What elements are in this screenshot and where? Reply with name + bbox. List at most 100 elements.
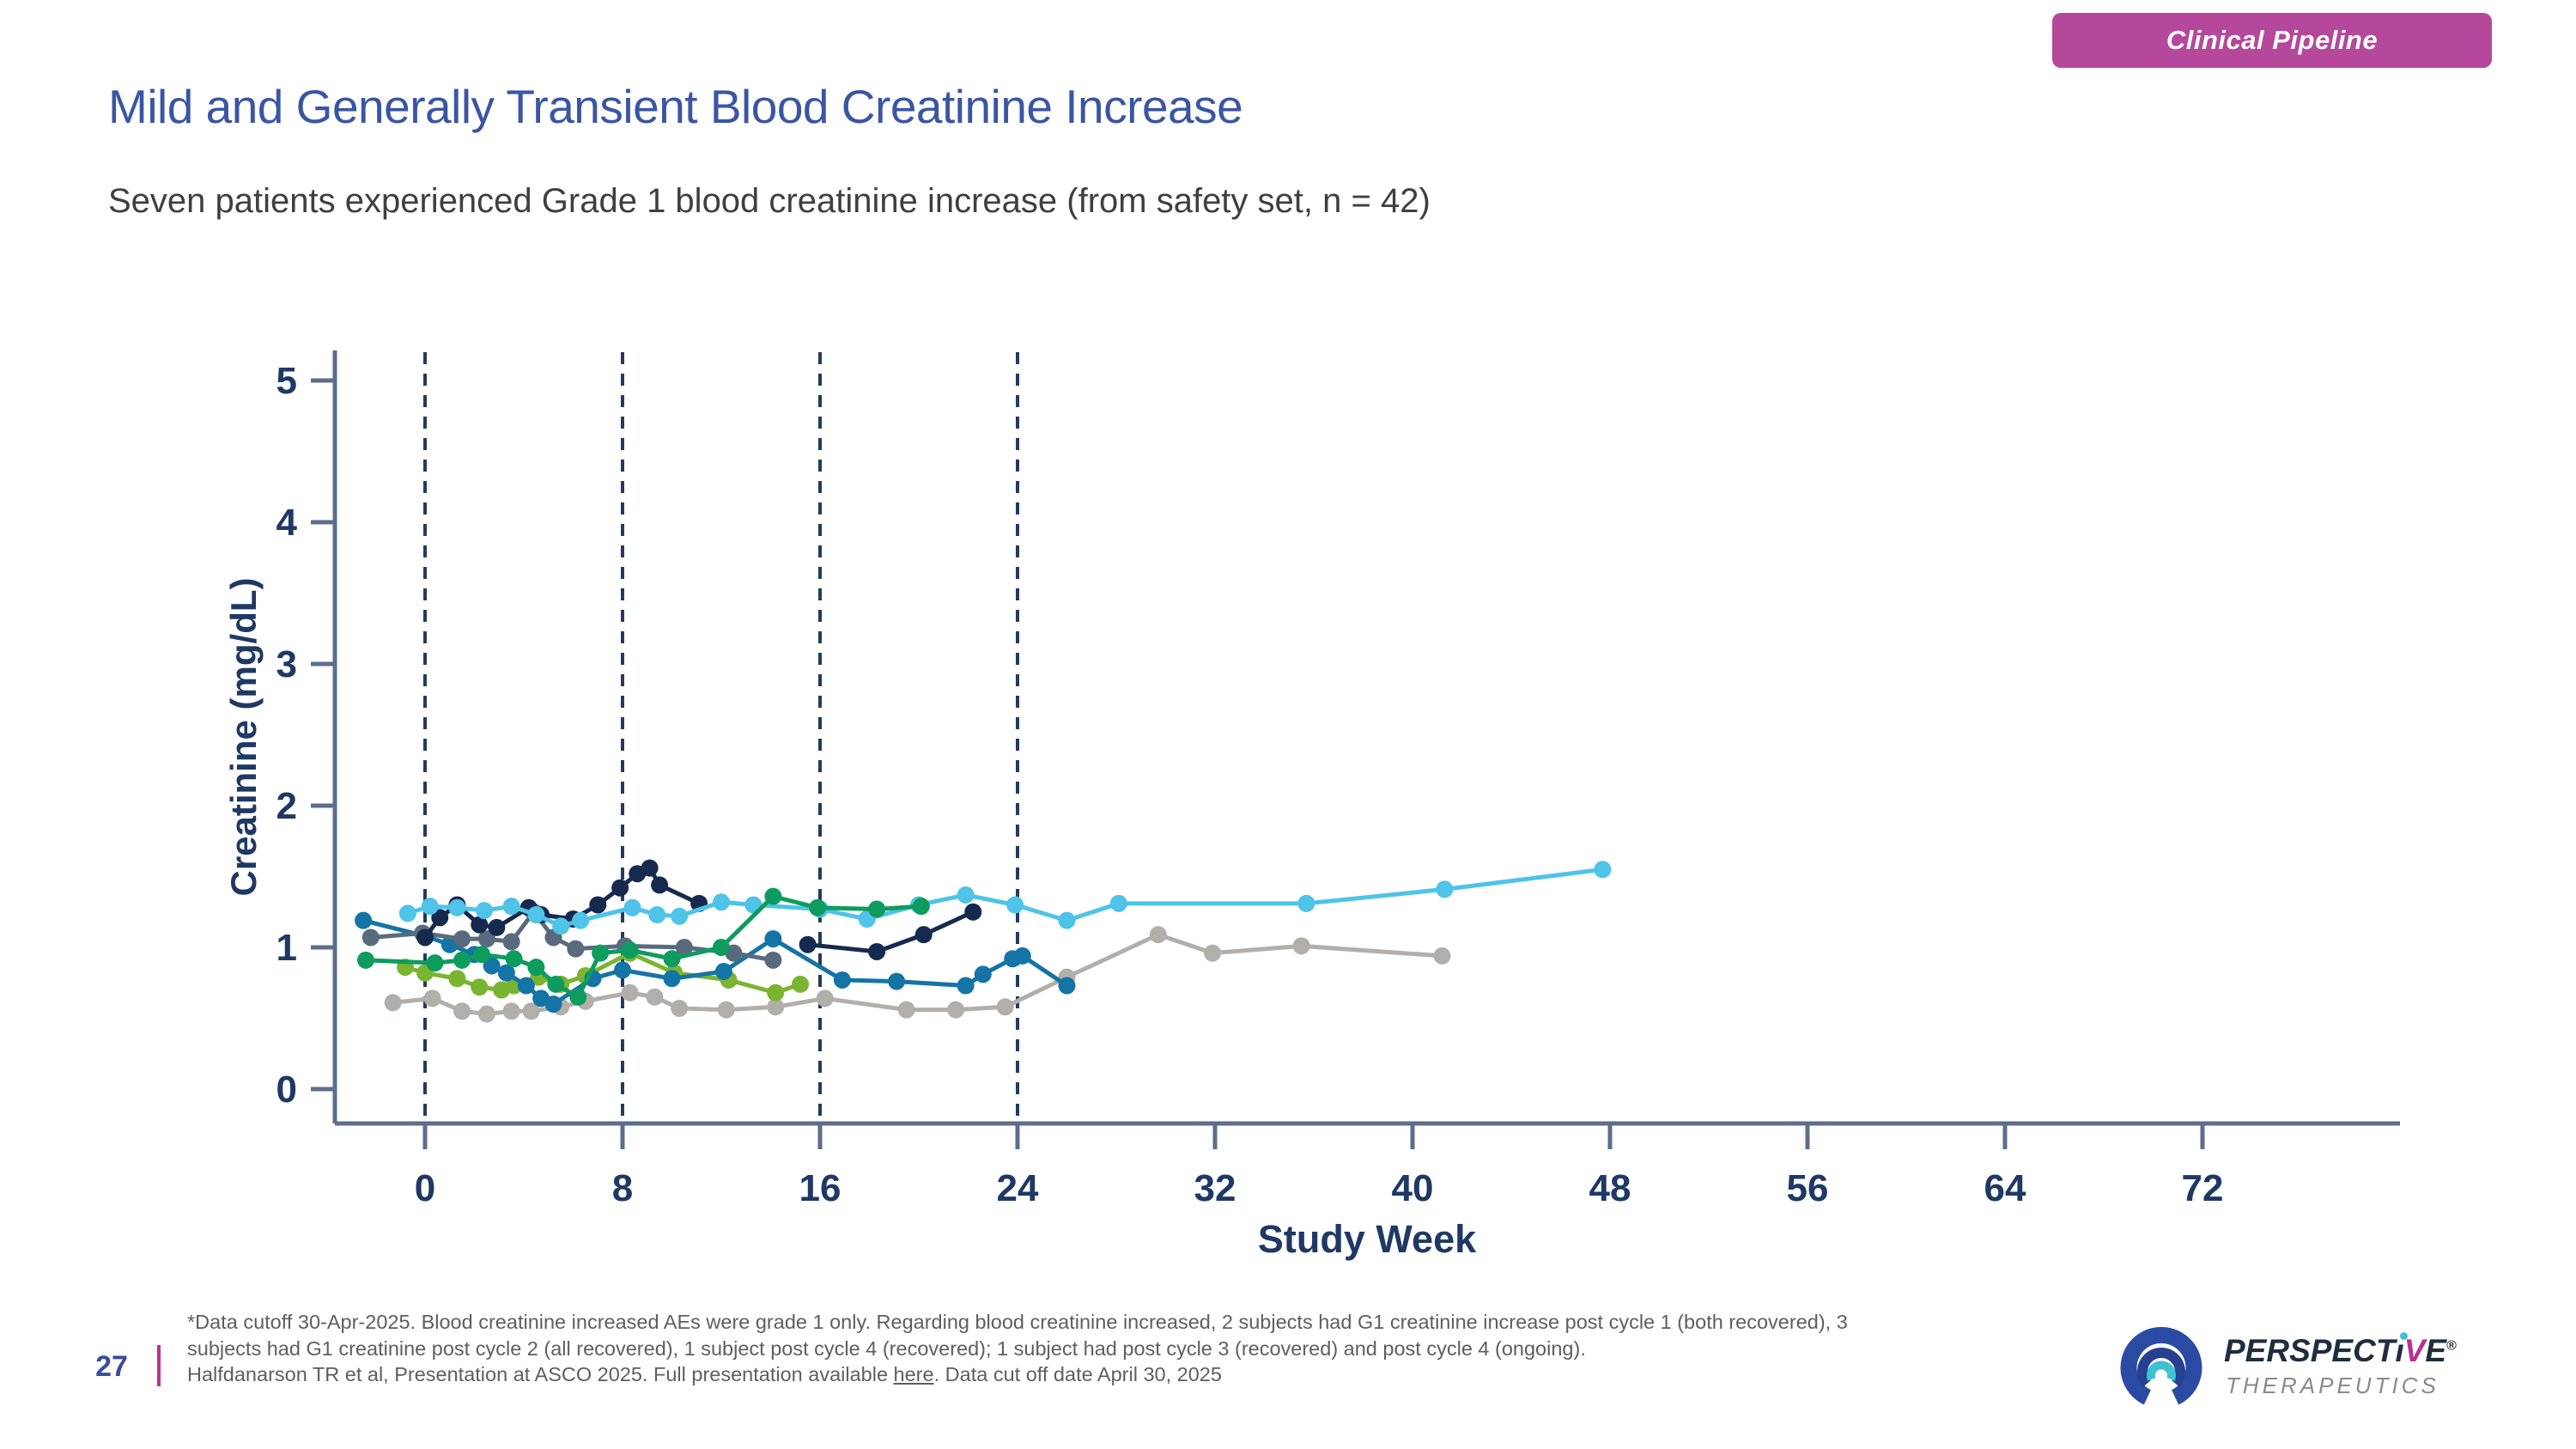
data-point-patient-cyan bbox=[623, 898, 641, 916]
perspective-logo-icon bbox=[2120, 1326, 2202, 1405]
data-point-patient-navy bbox=[589, 896, 607, 914]
data-point-patient-navy bbox=[488, 918, 506, 936]
y-tick-label-5: 5 bbox=[276, 360, 297, 402]
data-point-patient-lime bbox=[792, 975, 809, 993]
footnote: *Data cutoff 30-Apr-2025. Blood creatini… bbox=[187, 1309, 2128, 1388]
series-line-patient-navy bbox=[807, 910, 975, 954]
data-point-patient-steelblue bbox=[544, 995, 562, 1013]
page-number: 27 bbox=[95, 1350, 128, 1383]
clinical-pipeline-badge-label: Clinical Pipeline bbox=[2166, 25, 2379, 55]
data-point-patient-green bbox=[426, 954, 444, 972]
data-point-patient-cyan bbox=[1297, 894, 1315, 912]
data-point-patient-green bbox=[527, 959, 545, 977]
data-point-patient-gray bbox=[453, 1002, 471, 1020]
perspective-wordmark: PERSPECTı VE® bbox=[2224, 1332, 2457, 1368]
x-tick-label-0: 0 bbox=[415, 1167, 435, 1209]
data-point-patient-green bbox=[547, 975, 565, 993]
data-point-patient-steelblue bbox=[355, 911, 373, 929]
data-point-patient-cyan bbox=[572, 911, 590, 929]
data-point-patient-gray bbox=[384, 994, 402, 1012]
data-point-patient-navy bbox=[799, 935, 817, 953]
data-point-patient-steelblue bbox=[833, 971, 851, 989]
page-subtitle: Seven patients experienced Grade 1 blood… bbox=[108, 182, 1431, 220]
data-point-patient-green bbox=[473, 946, 491, 964]
x-tick-label-56: 56 bbox=[1787, 1167, 1829, 1209]
footnote-line-3-post: . Data cut off date April 30, 2025 bbox=[933, 1363, 1222, 1385]
data-point-patient-cyan bbox=[671, 907, 689, 925]
teal-i-dot-icon bbox=[2400, 1332, 2409, 1340]
data-point-patient-steelblue bbox=[714, 963, 732, 981]
data-point-patient-steelblue bbox=[888, 972, 906, 990]
data-point-patient-green bbox=[592, 944, 610, 962]
y-tick-label-0: 0 bbox=[276, 1068, 297, 1111]
x-tick-label-32: 32 bbox=[1194, 1167, 1236, 1209]
data-point-patient-cyan bbox=[1436, 880, 1454, 898]
data-point-patient-navy bbox=[914, 926, 933, 944]
data-point-patient-green bbox=[505, 950, 523, 968]
data-point-patient-gray bbox=[717, 1001, 735, 1019]
data-point-patient-steelblue bbox=[1013, 947, 1031, 965]
data-point-patient-slate bbox=[453, 930, 471, 948]
data-point-patient-steelblue bbox=[517, 977, 535, 995]
data-point-patient-cyan bbox=[648, 906, 666, 924]
data-point-patient-gray bbox=[897, 1001, 915, 1019]
data-point-patient-gray bbox=[502, 1002, 520, 1020]
data-point-patient-navy bbox=[868, 942, 886, 960]
data-point-patient-cyan bbox=[448, 898, 466, 916]
data-point-patient-slate bbox=[477, 930, 495, 948]
presentation-here-link[interactable]: here bbox=[893, 1363, 934, 1385]
x-tick-label-48: 48 bbox=[1589, 1167, 1631, 1209]
data-point-patient-navy bbox=[611, 879, 629, 897]
data-point-patient-cyan bbox=[502, 898, 520, 916]
data-point-patient-slate bbox=[567, 940, 585, 958]
data-point-patient-steelblue bbox=[1058, 977, 1076, 995]
data-point-patient-cyan bbox=[713, 893, 730, 911]
data-point-patient-cyan bbox=[552, 917, 570, 935]
data-point-patient-gray bbox=[477, 1005, 495, 1023]
x-tick-label-40: 40 bbox=[1392, 1167, 1434, 1209]
data-point-patient-gray bbox=[1149, 926, 1167, 944]
data-point-patient-green bbox=[663, 950, 681, 968]
data-point-patient-navy bbox=[964, 903, 982, 921]
data-point-patient-gray bbox=[767, 998, 785, 1016]
series-line-patient-gray bbox=[392, 932, 1443, 1017]
y-tick-label-1: 1 bbox=[276, 927, 297, 969]
data-point-patient-gray bbox=[1204, 944, 1222, 962]
data-point-patient-navy bbox=[416, 928, 434, 947]
x-tick-label-72: 72 bbox=[2182, 1167, 2224, 1209]
x-axis-title: Study Week bbox=[1258, 1217, 1477, 1261]
clinical-pipeline-badge: Clinical Pipeline bbox=[2052, 13, 2492, 68]
data-point-patient-slate bbox=[502, 933, 520, 951]
data-point-patient-navy bbox=[471, 916, 489, 934]
y-tick-label-3: 3 bbox=[276, 643, 297, 685]
data-point-patient-gray bbox=[1433, 947, 1451, 965]
therapeutics-wordmark: THERAPEUTICS bbox=[2226, 1373, 2439, 1398]
data-point-patient-steelblue bbox=[764, 930, 782, 948]
data-point-patient-gray bbox=[671, 999, 689, 1017]
data-point-patient-green bbox=[713, 939, 730, 956]
footnote-line-2: subjects had G1 creatinine post cycle 2 … bbox=[187, 1336, 1586, 1360]
series-patient-cyan bbox=[398, 861, 1612, 935]
data-point-patient-slate bbox=[764, 951, 782, 969]
data-point-patient-steelblue bbox=[614, 961, 631, 979]
data-point-patient-lime bbox=[448, 970, 466, 988]
data-point-patient-green bbox=[912, 898, 930, 916]
data-point-patient-steelblue bbox=[957, 977, 975, 995]
data-point-patient-gray bbox=[947, 1001, 965, 1019]
data-point-patient-steelblue bbox=[663, 970, 681, 988]
data-point-patient-cyan bbox=[1006, 896, 1024, 914]
data-point-patient-green bbox=[809, 898, 827, 916]
data-point-patient-gray bbox=[996, 998, 1014, 1016]
data-point-patient-green bbox=[569, 988, 587, 1006]
y-axis-title: Creatinine (mg/dL) bbox=[223, 577, 264, 896]
data-point-patient-gray bbox=[423, 989, 441, 1008]
data-point-patient-steelblue bbox=[974, 965, 992, 983]
data-point-patient-cyan bbox=[1109, 894, 1127, 912]
x-tick-label-8: 8 bbox=[612, 1167, 633, 1209]
data-point-patient-green bbox=[453, 951, 471, 969]
data-point-patient-cyan bbox=[398, 904, 416, 922]
data-point-patient-green bbox=[764, 887, 782, 905]
footnote-line-1: *Data cutoff 30-Apr-2025. Blood creatini… bbox=[187, 1311, 1848, 1333]
data-point-patient-green bbox=[868, 900, 886, 918]
